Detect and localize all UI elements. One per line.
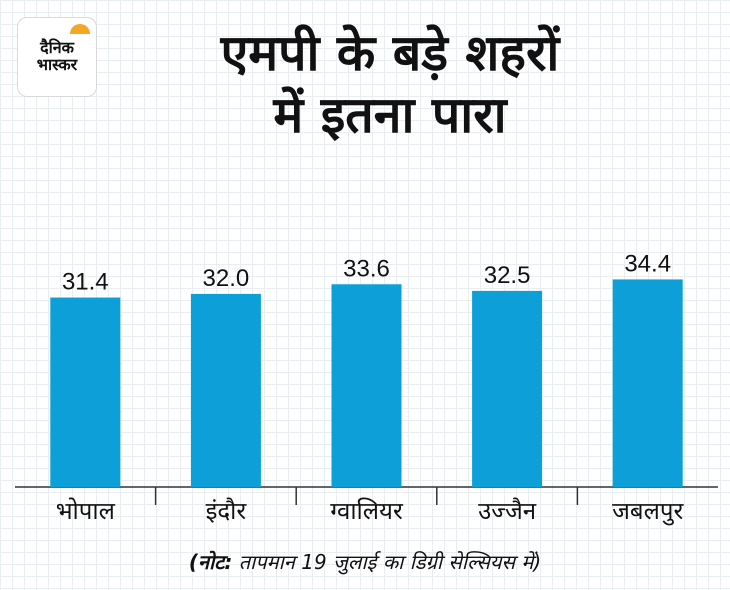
chart-title: एमपी के बड़े शहरों में इतना पारा [110, 22, 670, 146]
category-label-4: जबलपुर [612, 497, 684, 526]
value-label-1: 32.0 [203, 265, 250, 292]
logo-line-2: भास्कर [36, 55, 78, 74]
bar-4 [612, 279, 683, 487]
title-line-2: में इतना पारा [273, 86, 507, 144]
value-label-4: 34.4 [624, 250, 671, 277]
sun-icon [70, 24, 90, 34]
title-line-1: एमपी के बड़े शहरों [220, 24, 560, 82]
dainik-bhaskar-logo: दैनिक भास्कर [17, 17, 97, 97]
note-text: तापमान 19 जुलाई का डिग्री सेल्सियस में) [232, 550, 542, 574]
bar-0 [50, 297, 121, 487]
category-label-3: उज्जैन [478, 497, 537, 525]
value-label-3: 32.5 [484, 262, 531, 289]
category-label-0: भोपाल [56, 497, 116, 525]
bar-1 [190, 293, 261, 487]
logo-line-1: दैनिक [40, 38, 74, 58]
note-prefix: (नोट: [188, 550, 233, 574]
value-label-0: 31.4 [62, 269, 109, 296]
value-label-2: 33.6 [343, 255, 390, 282]
bar-2 [331, 284, 402, 487]
chart-note: (नोट: तापमान 19 जुलाई का डिग्री सेल्सियस… [0, 548, 730, 575]
bar-3 [472, 290, 543, 487]
category-label-1: इंदौर [206, 497, 248, 525]
category-label-2: ग्वालियर [330, 497, 404, 525]
